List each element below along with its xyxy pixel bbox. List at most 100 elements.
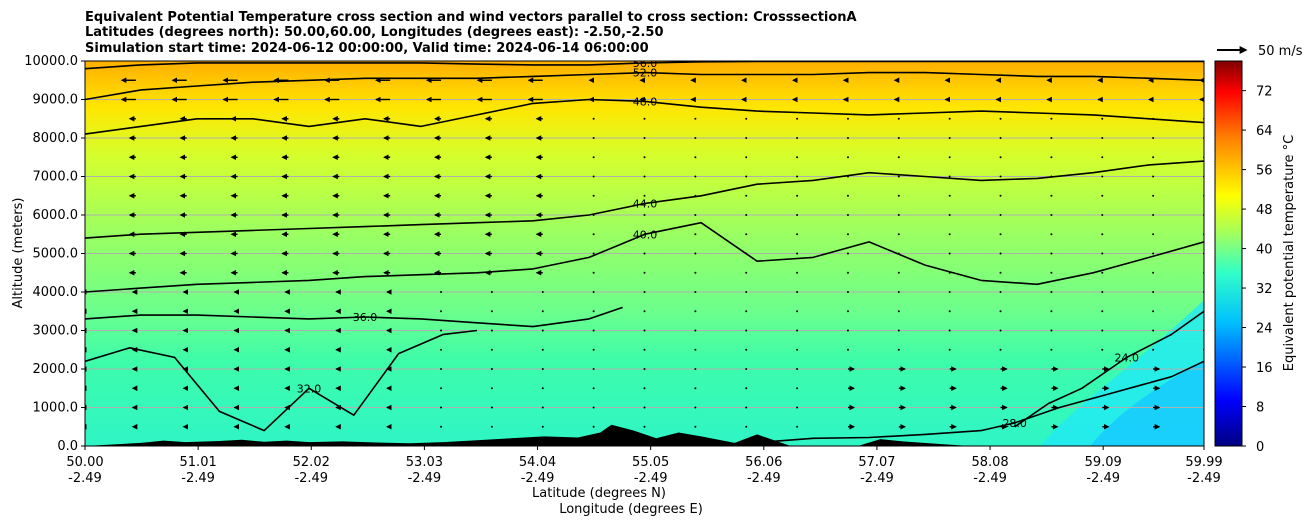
wind-vector — [592, 233, 595, 236]
contour-line-48 — [85, 98, 1204, 135]
wind-vector — [948, 117, 951, 120]
wind-vector — [897, 156, 900, 159]
x-axis: 50.00-2.4951.01-2.4952.02-2.4953.03-2.49… — [66, 446, 1223, 486]
contour-label-24: 24.0 — [1114, 351, 1139, 364]
y-tick-label: 7000.0 — [33, 170, 79, 185]
y-tick-label: 6000.0 — [33, 208, 79, 223]
wind-vector — [440, 329, 443, 332]
wind-vector — [796, 156, 799, 159]
wind-vector — [592, 252, 595, 255]
wind-vector — [592, 425, 595, 428]
x-tick-label-lon: -2.49 — [68, 471, 102, 486]
wind-vector — [745, 348, 748, 351]
wind-vector — [694, 291, 697, 293]
wind-vector — [1050, 214, 1053, 216]
wind-vector — [1050, 291, 1053, 293]
wind-vector — [999, 252, 1002, 255]
contour-line-52 — [85, 71, 1204, 101]
wind-vector — [796, 175, 799, 178]
wind-vector — [1101, 137, 1104, 139]
contour-label-36: 36.0 — [353, 311, 378, 324]
wind-vector — [592, 194, 595, 197]
wind-vector — [440, 406, 443, 409]
wind-vector — [897, 348, 900, 351]
wind-vector — [1101, 329, 1104, 332]
contour-label-40: 40.0 — [633, 228, 658, 241]
wind-vector — [745, 175, 748, 178]
wind-vector — [796, 368, 799, 370]
colorbar-tick-label: 0 — [1256, 440, 1264, 455]
contour-line-40 — [85, 221, 1204, 293]
wind-vector — [694, 137, 697, 139]
wind-vector — [1101, 291, 1104, 293]
wind-vector — [1152, 271, 1155, 274]
wind-vector — [745, 406, 748, 409]
wind-vector — [643, 329, 646, 332]
wind-vector — [948, 252, 951, 255]
wind-vector — [1152, 291, 1155, 293]
wind-vector — [541, 291, 544, 293]
wind-vector — [541, 310, 544, 313]
y-tick-label: 4000.0 — [33, 285, 79, 300]
wind-vector — [643, 387, 646, 390]
wind-vector — [694, 175, 697, 178]
wind-vector — [796, 310, 799, 313]
colorbar-tick-label: 72 — [1256, 85, 1273, 100]
contour-line-32 — [85, 329, 478, 432]
chart-title-line-1: Equivalent Potential Temperature cross s… — [85, 10, 857, 25]
colorbar-tick-label: 40 — [1256, 243, 1273, 258]
wind-vector — [490, 291, 493, 293]
wind-vector — [745, 233, 748, 236]
wind-vector — [897, 329, 900, 332]
wind-vector — [999, 310, 1002, 313]
wind-vector — [643, 310, 646, 313]
wind-vector — [745, 387, 748, 390]
wind-vector — [490, 310, 493, 313]
contour-line-28 — [763, 360, 1204, 443]
wind-vector — [745, 117, 748, 120]
wind-vector — [745, 329, 748, 332]
colorbar-tick-label: 32 — [1256, 282, 1273, 297]
wind-vector — [694, 310, 697, 313]
contour-label-44: 44.0 — [633, 197, 658, 210]
wind-vector — [999, 233, 1002, 236]
wind-vector — [694, 368, 697, 370]
wind-vector — [948, 310, 951, 313]
x-axis-label-line-2: Longitude (degrees E) — [559, 502, 703, 517]
x-axis-label-line-1: Latitude (degrees N) — [532, 486, 666, 501]
x-tick-label-lat: 52.02 — [293, 455, 330, 470]
wind-vector — [1050, 117, 1053, 120]
wind-vector — [694, 117, 697, 120]
wind-vector — [694, 348, 697, 351]
wind-vector — [440, 425, 443, 428]
wind-vector — [846, 252, 849, 255]
wind-vector — [796, 137, 799, 139]
x-tick-label-lon: -2.49 — [294, 471, 328, 486]
wind-vector — [694, 156, 697, 159]
colorbar-tick-label: 24 — [1256, 322, 1273, 337]
wind-vector — [592, 368, 595, 370]
wind-vector — [796, 252, 799, 255]
wind-vector — [745, 310, 748, 313]
wind-vector — [643, 368, 646, 370]
wind-vector — [745, 137, 748, 139]
wind-vector — [541, 387, 544, 390]
contour-label-52: 52.0 — [633, 67, 658, 80]
wind-vector — [1050, 137, 1053, 139]
wind-vector — [846, 194, 849, 197]
wind-vector — [643, 214, 646, 216]
y-axis: 0.0 1000.0 2000.0 3000.0 4000.0 5000.0 6000.0 7… — [24, 54, 85, 454]
x-tick-label-lat: 56.06 — [745, 455, 782, 470]
wind-vector — [694, 425, 697, 428]
contour-line-24 — [1014, 310, 1204, 428]
wind-vector — [1101, 271, 1104, 274]
y-tick-label: 0.0 — [57, 439, 78, 454]
wind-vector — [490, 329, 493, 332]
wind-vector — [592, 175, 595, 178]
wind-vector — [1050, 348, 1053, 351]
wind-vector — [490, 425, 493, 428]
x-tick-label-lon: -2.49 — [634, 471, 668, 486]
colorbar-tick-label: 16 — [1256, 361, 1273, 376]
wind-vector — [643, 406, 646, 409]
y-tick-label: 3000.0 — [33, 324, 79, 339]
